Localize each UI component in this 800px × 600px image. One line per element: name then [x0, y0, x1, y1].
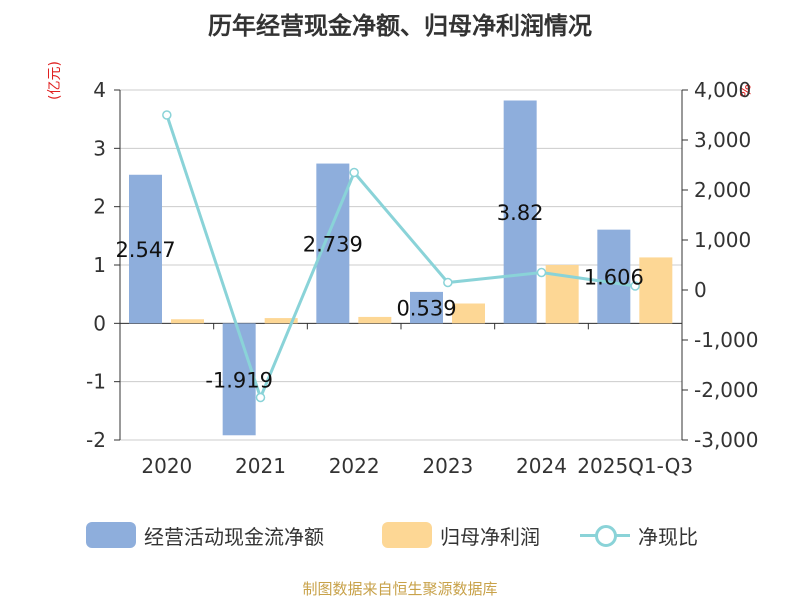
- data-label-cashflow: 1.606: [584, 265, 644, 289]
- right-tick-label: 1,000: [694, 228, 751, 252]
- x-tick-label: 2025Q1-Q3: [577, 454, 693, 478]
- legend-swatch-cashflow: [86, 522, 136, 548]
- point-ratio: [349, 167, 359, 178]
- x-tick-label: 2020: [141, 454, 192, 478]
- left-tick-label: 3: [93, 136, 106, 160]
- x-tick-label: 2023: [422, 454, 473, 478]
- left-tick-label: 4: [93, 78, 106, 102]
- legend-line-ratio: [580, 522, 630, 548]
- line-ratio: [165, 114, 636, 402]
- left-tick-label: 1: [93, 253, 106, 277]
- bar-cashflow: [503, 100, 537, 324]
- left-tick-label: 0: [93, 311, 106, 335]
- bar-cashflow: [410, 291, 443, 324]
- right-tick-label: 4,000: [694, 78, 751, 102]
- bar-net-profit: [639, 257, 673, 324]
- bar-net-profit: [452, 303, 485, 324]
- left-tick-label: 2: [93, 195, 106, 219]
- legend-swatch-net-profit: [382, 522, 432, 548]
- chart-title: 历年经营现金净额、归母净利润情况: [208, 12, 592, 40]
- legend-item-cashflow[interactable]: 经营活动现金流净额: [86, 520, 324, 550]
- right-tick-label: 2,000: [694, 178, 751, 202]
- x-tick-label: 2024: [516, 454, 567, 478]
- bar-net-profit: [171, 319, 204, 324]
- legend-label-net-profit: 归母净利润: [440, 524, 540, 549]
- right-tick-label: 0: [694, 278, 707, 302]
- data-label-cashflow: 3.82: [497, 201, 544, 225]
- bar-cashflow: [222, 323, 256, 436]
- data-label-cashflow: -1.919: [205, 368, 273, 392]
- point-ratio: [630, 281, 640, 291]
- legend-item-net-profit[interactable]: 归母净利润: [382, 520, 540, 550]
- right-tick-label: -1,000: [694, 328, 758, 352]
- right-tick-label: 3,000: [694, 128, 751, 152]
- point-ratio: [255, 392, 266, 403]
- point-ratio: [536, 267, 547, 278]
- x-tick-label: 2021: [235, 454, 286, 478]
- legend-label-cashflow: 经营活动现金流净额: [144, 524, 324, 549]
- legend-item-ratio[interactable]: 净现比: [580, 520, 698, 550]
- x-tick-label: 2022: [329, 454, 380, 478]
- source-note: 制图数据来自恒生聚源数据库: [302, 580, 498, 598]
- legend: 经营活动现金流净额 归母净利润 净现比: [0, 520, 800, 550]
- legend-label-ratio: 净现比: [638, 524, 698, 549]
- bar-cashflow: [129, 174, 162, 324]
- left-tick-label: -2: [86, 428, 106, 452]
- right-tick-label: -3,000: [694, 428, 758, 452]
- data-label-cashflow: 2.547: [115, 238, 175, 262]
- bar-net-profit: [358, 316, 392, 324]
- bar-net-profit: [264, 318, 298, 324]
- bar-cashflow: [597, 229, 631, 324]
- point-ratio: [443, 277, 453, 288]
- bar-cashflow: [316, 163, 350, 324]
- right-tick-label: -2,000: [694, 378, 758, 402]
- left-tick-label: -1: [86, 370, 106, 394]
- data-label-cashflow: 2.739: [303, 232, 363, 256]
- point-ratio: [162, 110, 172, 120]
- data-label-cashflow: 0.539: [396, 297, 456, 321]
